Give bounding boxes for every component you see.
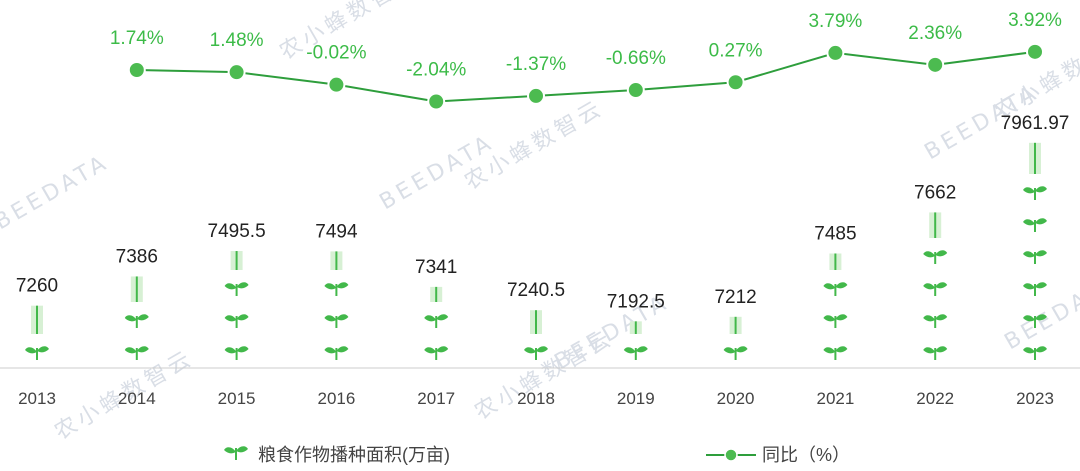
line-point [227,63,246,82]
bar-sprout-icon [1022,217,1048,233]
bar-sprout-icon [722,345,749,361]
bar-sprout-icon [123,345,150,361]
bar [323,251,350,361]
bar-value-label: 7485 [814,223,856,244]
bar-sprout-icon [123,313,150,329]
bar-sprout-icon [323,345,350,361]
bar-value-label: 7386 [116,246,158,267]
x-tick-label: 2019 [617,389,655,408]
bar-sprout-icon [323,313,350,329]
line-value-label: -1.37% [506,54,566,75]
bar-sprout-icon [622,345,649,361]
line-value-label: 1.48% [210,30,264,51]
legend[interactable]: 粮食作物播种面积(万亩) 同比（%） [223,445,850,465]
line-series: 1.74% 1.48% -0.02% -2.04% -1.37% -0.66% 0.27% 3… [110,10,1062,111]
bar [722,316,749,361]
line-value-label: -0.02% [306,43,366,64]
legend-sprout-icon [223,445,249,461]
bar-sprout-icon [922,345,949,361]
bar-value-label: 7662 [914,182,956,203]
line-value-label: 3.79% [808,11,862,32]
bar-sprout-icon [822,281,849,297]
bar-value-label: 7961.97 [1001,113,1070,134]
bar-value-label: 7341 [415,257,457,278]
bar-sprout-icon [922,313,949,329]
bar [622,321,649,361]
bar [24,305,50,361]
bar-sprout-icon [1022,185,1048,201]
bar-series: 7260 7386 7495.5 7494 7341 7240.5 7192.5 7212 74… [16,113,1070,361]
bar [423,286,450,361]
x-tick-label: 2022 [916,389,954,408]
bar-sprout-icon [1022,249,1048,265]
bar-sprout-icon [922,281,949,297]
bar-sprout-icon [223,313,250,329]
bar [1022,142,1048,361]
x-tick-label: 2017 [417,389,455,408]
line-point [626,80,645,99]
legend-label: 同比（%） [762,445,850,465]
x-tick-label: 2016 [317,389,355,408]
legend-label: 粮食作物播种面积(万亩) [258,445,450,465]
bar-sprout-icon [423,345,450,361]
x-axis: 2013 2014 2015 2016 2017 2018 2019 2020 2021 2022… [0,367,1080,408]
line-value-label: 3.92% [1008,10,1062,31]
bar [223,251,250,361]
bar [822,253,849,361]
line-point [427,92,446,111]
line-value-label: -0.66% [606,48,666,69]
x-tick-label: 2023 [1016,389,1054,408]
line-path [136,50,1036,103]
bar [922,212,949,361]
x-tick-label: 2014 [118,389,156,408]
bar-sprout-icon [223,345,250,361]
line-value-label: 0.27% [709,40,763,61]
line-point [127,61,146,80]
bar-sprout-icon [323,281,350,297]
bar-sprout-icon [523,345,549,361]
x-tick-label: 2021 [816,389,854,408]
bar-sprout-icon [223,281,250,297]
bar-sprout-icon [1022,281,1048,297]
x-tick-label: 2020 [717,389,755,408]
x-tick-label: 2018 [517,389,555,408]
bar-sprout-icon [1022,345,1048,361]
x-tick-label: 2015 [218,389,256,408]
line-point [327,75,346,94]
line-point [527,86,545,105]
line-point [826,43,845,62]
line-point [926,55,945,74]
bar-value-label: 7494 [315,221,358,242]
bar-value-label: 7240.5 [507,280,565,301]
watermark-text: 农小蜂数智云 [471,326,619,426]
legend-item-area[interactable]: 粮食作物播种面积(万亩) [223,445,450,465]
x-tick-label: 2013 [18,389,56,408]
bar-sprout-icon [822,345,849,361]
bar-value-label: 7495.5 [208,221,266,242]
bar-value-label: 7192.5 [607,291,665,312]
line-value-label: 2.36% [908,23,962,44]
watermark-text: 农小蜂数智云 [991,26,1080,126]
legend-item-yoy[interactable]: 同比（%） [706,445,850,465]
line-point [726,73,745,92]
bar-sprout-icon [822,313,849,329]
bar-sprout-icon [423,313,450,329]
bar-sprout-icon [922,249,949,265]
watermark-text: BEEDATA [1001,270,1080,355]
line-point [1026,42,1044,61]
bar-sprout-icon [24,345,50,361]
bar-value-label: 7212 [714,287,756,308]
watermark-text: BEEDATA [0,150,113,235]
bar-value-label: 7260 [16,276,58,297]
legend-marker-icon [724,448,738,462]
line-value-label: 1.74% [110,28,164,49]
line-value-label: -2.04% [406,59,466,80]
bar [123,276,150,361]
bar [523,310,549,361]
